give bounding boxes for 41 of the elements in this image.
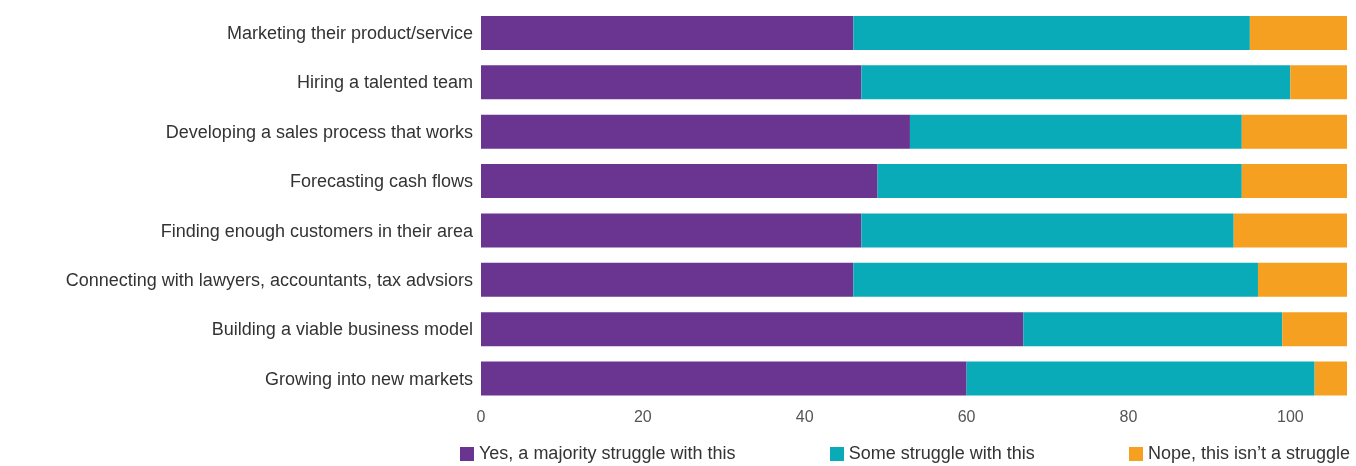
y-tick-label: Growing into new markets <box>264 368 473 389</box>
bar <box>1257 262 1347 297</box>
y-tick-label: Finding enough customers in their area <box>160 220 474 241</box>
bar <box>1282 312 1347 347</box>
bar <box>1241 164 1347 199</box>
y-tick-label: Marketing their product/service <box>226 23 473 44</box>
y-tick-label: Forecasting cash flows <box>289 171 473 192</box>
bar <box>481 361 967 396</box>
y-tick-label: Connecting with lawyers, accountants, tax advsiors <box>65 269 473 290</box>
bar <box>481 15 854 50</box>
legend-label: Some struggle with this <box>847 443 1035 464</box>
bar <box>1290 65 1347 100</box>
bar <box>966 361 1315 396</box>
bar <box>481 312 1024 347</box>
bar <box>481 65 862 100</box>
y-tick-label: Hiring a talented team <box>296 72 473 93</box>
bar <box>853 15 1250 50</box>
x-tick-label: 100 <box>1276 408 1304 426</box>
legend-label: Yes, a majority struggle with this <box>478 443 736 464</box>
bar <box>861 65 1291 100</box>
bar <box>877 164 1242 199</box>
bar <box>481 114 910 149</box>
x-tick-label: 80 <box>1119 408 1138 426</box>
bar <box>1233 213 1347 248</box>
y-tick-label: Developing a sales process that works <box>165 121 473 142</box>
bar <box>1314 361 1347 396</box>
bar <box>861 213 1234 248</box>
bar <box>853 262 1258 297</box>
bar <box>481 262 854 297</box>
bar <box>1023 312 1283 347</box>
x-tick-label: 20 <box>633 408 652 426</box>
bar <box>1241 114 1347 149</box>
bar <box>481 213 862 248</box>
bar <box>1249 15 1347 50</box>
x-tick-label: 40 <box>795 408 814 426</box>
bar <box>481 164 878 199</box>
y-tick-label: Building a viable business model <box>211 319 473 340</box>
bar <box>909 114 1242 149</box>
x-tick-label: 0 <box>476 408 486 426</box>
x-tick-label: 60 <box>957 408 976 426</box>
legend-label: Nope, this isn’t a struggle <box>1146 443 1350 464</box>
